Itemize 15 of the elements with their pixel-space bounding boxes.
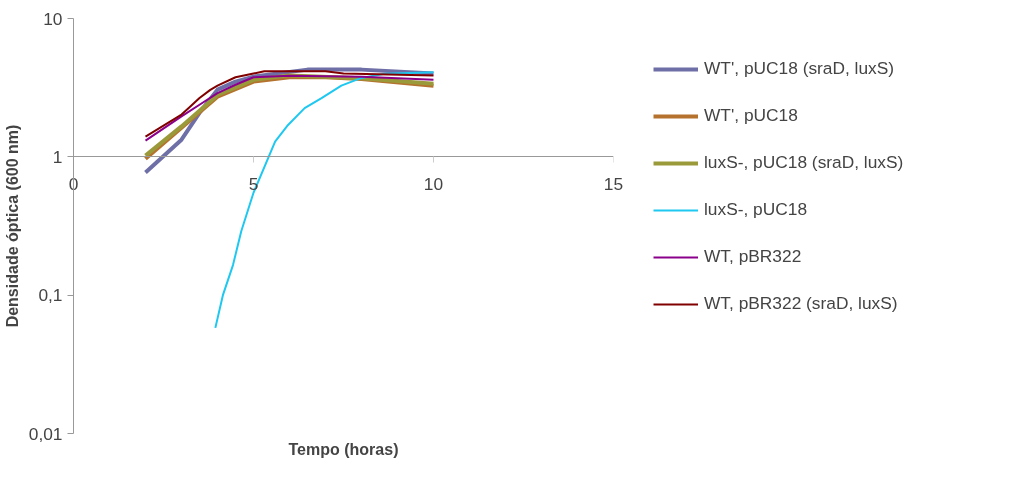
legend-label: luxS-, pUC18	[704, 199, 808, 220]
y-tick-label: 10	[43, 8, 63, 29]
legend-label: WT, pBR322	[704, 246, 802, 267]
y-tick-label: 0,1	[38, 285, 63, 306]
x-tick-label: 10	[423, 173, 444, 194]
legend-label: WT, pBR322 (sraD, luxS)	[704, 293, 898, 314]
y-tick-label: 0,01	[28, 423, 63, 444]
y-tick-label: 1	[52, 146, 63, 167]
x-tick-label: 5	[248, 173, 259, 194]
y-axis-title: Densidade óptica (600 nm)	[3, 124, 21, 328]
x-axis-title: Tempo (horas)	[288, 440, 399, 458]
legend-label: WT', pUC18	[704, 105, 798, 126]
x-tick-label: 15	[603, 173, 624, 194]
legend-label: WT', pUC18 (sraD, luxS)	[704, 58, 895, 79]
legend-label: luxS-, pUC18 (sraD, luxS)	[704, 152, 904, 173]
